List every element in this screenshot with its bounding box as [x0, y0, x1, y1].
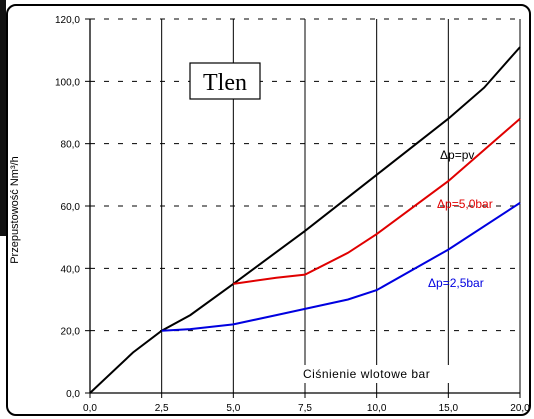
- x-tick-label: 7,5: [298, 403, 312, 414]
- x-tick-label: 10,0: [367, 403, 387, 414]
- grid: [90, 18, 521, 393]
- title-box: [189, 62, 261, 100]
- series-line-1: [89, 46, 521, 394]
- chart-border: [6, 4, 531, 416]
- x-axis-title-bg: [300, 365, 490, 383]
- x-tick-label: 5,0: [226, 403, 240, 414]
- y-tick-label: 0,0: [66, 389, 80, 400]
- y-tick-label: 60,0: [61, 202, 81, 213]
- y-tick-label: 20,0: [61, 327, 81, 338]
- series-line-3: [161, 202, 521, 332]
- x-axis-title: Ciśnienie wlotowe bar: [303, 367, 430, 381]
- series-label-2: Δp=5,0bar: [437, 197, 493, 211]
- axes: [85, 18, 521, 398]
- x-tick-label: 2,5: [155, 403, 169, 414]
- series-label-3: Δp=2,5bar: [428, 276, 484, 290]
- left-dark-strip: [0, 0, 6, 236]
- tick-labels: 0,0 20,0 40,0 60,0 80,0 100,0 120,0 0,0 2,5 5,0 7,…: [55, 15, 530, 414]
- series-line-2: [233, 117, 521, 285]
- x-tick-label: 15,0: [439, 403, 459, 414]
- y-tick-label: 120,0: [55, 15, 80, 26]
- series-label-1: Δp=pv: [440, 148, 474, 162]
- y-tick-label: 80,0: [61, 140, 81, 151]
- y-tick-label: 40,0: [61, 264, 81, 275]
- y-tick-label: 100,0: [55, 77, 80, 88]
- title-box-text: Tlen: [203, 70, 247, 96]
- series-annotations: Δp=pv Δp=5,0bar Δp=2,5bar: [428, 148, 493, 290]
- y-axis-label: Przepustowość Nm³/h: [9, 156, 21, 264]
- series-lines: [89, 46, 521, 394]
- x-axis-title-group: Ciśnienie wlotowe bar: [300, 365, 490, 383]
- x-tick-label: 0,0: [83, 403, 97, 414]
- x-tick-label: 20,0: [510, 403, 530, 414]
